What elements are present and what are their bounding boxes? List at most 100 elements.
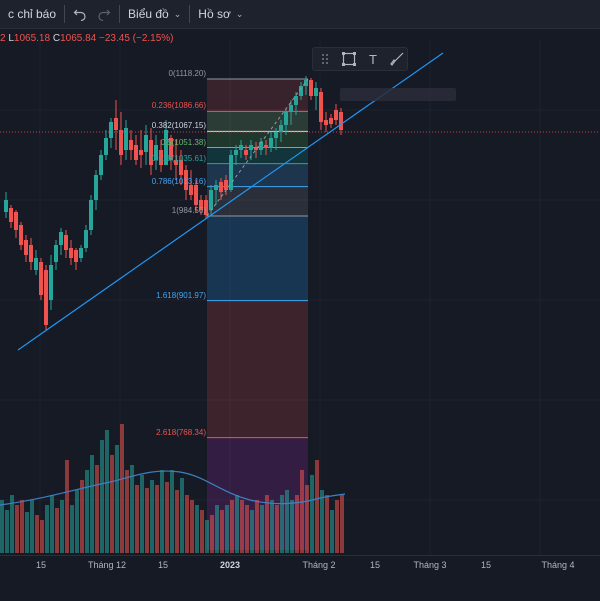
candle-body (129, 140, 133, 150)
candle-body (304, 80, 308, 86)
volume-bar (110, 455, 114, 553)
volume-bar (50, 495, 54, 553)
drawing-toolbar: T (312, 47, 408, 71)
volume-bar (150, 480, 154, 553)
candle-body (309, 80, 313, 96)
ohlc-close-value: 1065.84 (60, 33, 97, 44)
volume-bar (80, 480, 84, 553)
candle-body (24, 240, 28, 255)
candle-body (119, 130, 123, 155)
volume-bar (130, 465, 134, 553)
candle-body (274, 132, 278, 138)
drag-handle-icon[interactable] (316, 50, 334, 68)
candle-body (139, 150, 143, 155)
fib-level-label: 1(984.56) (171, 206, 206, 215)
fib-zone (207, 216, 308, 301)
candle-body (159, 150, 163, 165)
candle-body (89, 200, 93, 230)
time-axis-tick: Tháng 3 (413, 560, 447, 570)
candle-body (49, 265, 53, 300)
volume-bar (140, 475, 144, 553)
volume-bar (95, 465, 99, 553)
candle-body (244, 150, 248, 155)
volume-bar (170, 470, 174, 553)
profile-menu-label: Hồ sơ (198, 7, 231, 21)
volume-bar (325, 495, 329, 553)
candle-body (149, 140, 153, 165)
volume-bar (230, 500, 234, 553)
volume-bar (60, 500, 64, 553)
candle-body (114, 118, 118, 130)
candle-body (64, 235, 68, 250)
time-axis[interactable]: 15 Tháng 12 15 2023 Tháng 2 15 Tháng 3 15 Tháng … (0, 555, 600, 601)
candle-body (79, 248, 83, 258)
volume-bar (280, 495, 284, 553)
time-axis-tick: Tháng 4 (541, 560, 575, 570)
volume-bar (235, 495, 239, 553)
volume-bar (40, 520, 44, 553)
fib-level-label: 2.618(768.34) (156, 427, 206, 437)
candle-body (334, 110, 338, 120)
volume-bar (185, 495, 189, 553)
volume-bar (320, 490, 324, 553)
price-tag-blurred (340, 88, 456, 101)
volume-bar (145, 488, 149, 553)
indicators-button[interactable]: c chỉ báo (0, 0, 64, 28)
candle-body (224, 180, 228, 190)
volume-bar (335, 500, 339, 553)
volume-bar (90, 455, 94, 553)
rectangle-icon[interactable] (340, 50, 358, 68)
candle-body (204, 200, 208, 215)
candle-body (329, 118, 333, 124)
redo-button[interactable] (95, 0, 119, 28)
candle-body (214, 185, 218, 190)
candle-body (124, 128, 128, 150)
candle-body (254, 148, 258, 150)
candle-body (14, 212, 18, 230)
profile-menu-button[interactable]: Hồ sơ ⌄ (190, 0, 251, 28)
candle-body (134, 145, 138, 160)
candle-body (299, 86, 303, 96)
text-icon[interactable]: T (364, 50, 382, 68)
trend-line (17, 52, 444, 351)
candle-body (29, 245, 33, 262)
volume-bar (20, 500, 24, 553)
toolbar-divider (119, 5, 121, 23)
ohlc-close-label: C (52, 33, 61, 44)
candle-body (39, 262, 43, 295)
brush-icon[interactable] (388, 50, 406, 68)
time-axis-tick: 15 (480, 560, 492, 570)
volume-bar (165, 482, 169, 553)
candle-body (109, 122, 113, 138)
candle-body (164, 130, 168, 165)
volume-bar (65, 460, 69, 553)
volume-bar (25, 512, 29, 553)
chart-canvas[interactable] (0, 0, 600, 555)
volume-bar (195, 505, 199, 553)
time-axis-tick: 15 (369, 560, 381, 570)
candle-body (54, 245, 58, 262)
candle-body (319, 92, 323, 122)
volume-bar (160, 470, 164, 553)
candle-body (229, 155, 233, 190)
volume-bar (75, 490, 79, 553)
time-axis-tick: 15 (157, 560, 169, 570)
volume-bar (105, 430, 109, 553)
volume-bar (15, 505, 19, 553)
time-axis-tick: 15 (35, 560, 47, 570)
ohlc-change: −23.45 (−2.15%) (99, 33, 174, 44)
chevron-down-icon: ⌄ (235, 8, 244, 19)
volume-bar (125, 470, 129, 553)
candle-body (189, 185, 193, 195)
volume-bar (55, 508, 59, 553)
time-axis-tick: Tháng 2 (302, 560, 336, 570)
candle-body (259, 142, 263, 150)
chart-menu-button[interactable]: Biểu đồ ⌄ (120, 0, 189, 28)
volume-bar (190, 500, 194, 553)
toolbar-divider (189, 5, 191, 23)
volume-bar (180, 478, 184, 553)
fib-zone (207, 131, 308, 148)
volume-bar (155, 485, 159, 553)
volume-bar (270, 500, 274, 553)
undo-button[interactable] (65, 0, 95, 28)
